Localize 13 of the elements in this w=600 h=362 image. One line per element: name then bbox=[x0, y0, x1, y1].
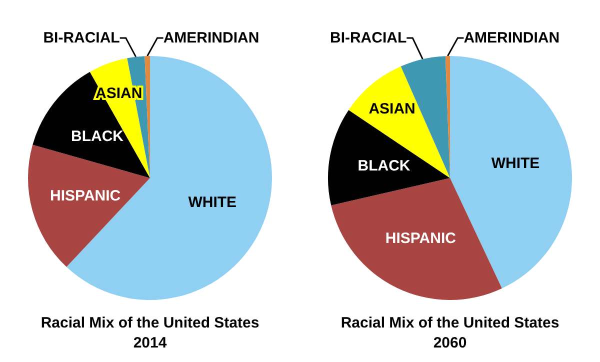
text: Racial Mix of the United States 2060 bbox=[340, 314, 560, 352]
slice-label: BLACK bbox=[358, 157, 410, 174]
slice-label: AMERINDIAN bbox=[464, 30, 560, 46]
text: Racial Mix of the United States 2014 bbox=[40, 314, 260, 352]
slice-label: BI-RACIAL bbox=[330, 30, 407, 46]
slice-label: ASIAN bbox=[368, 100, 416, 118]
slice-label: BI-RACIAL bbox=[43, 30, 120, 46]
slice-label: WHITE bbox=[188, 194, 237, 212]
slice-label: WHITE bbox=[491, 154, 540, 172]
slice-label: HISPANIC bbox=[385, 230, 456, 247]
slice-label: HISPANIC bbox=[50, 187, 121, 204]
slice-label: AMERINDIAN bbox=[163, 30, 260, 46]
slice-label: BLACK bbox=[70, 128, 124, 146]
